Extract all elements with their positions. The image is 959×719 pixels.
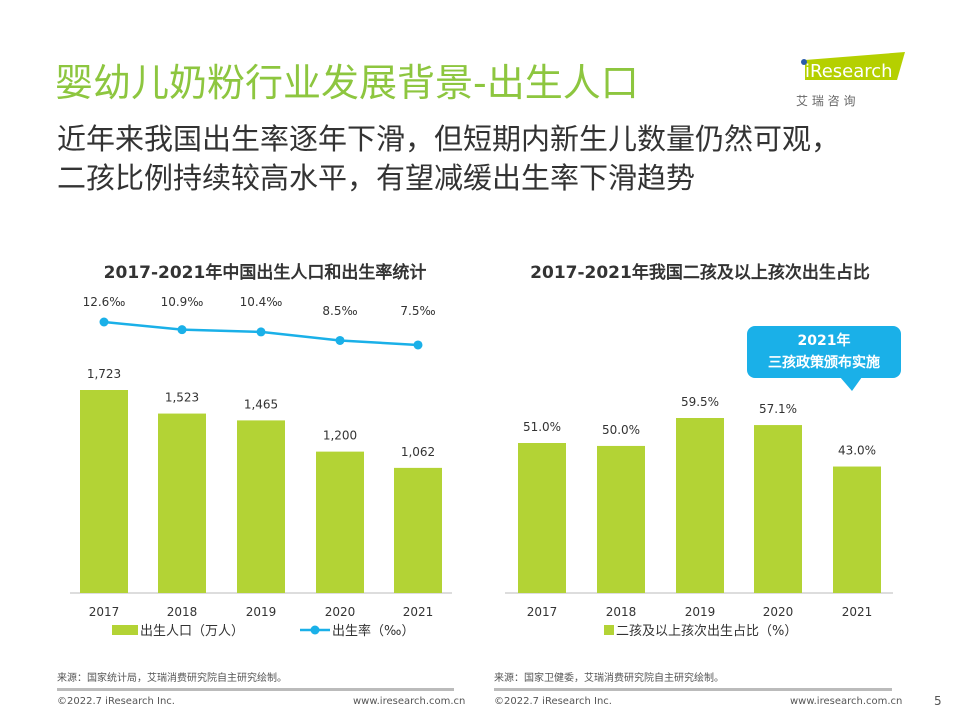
line-data-label: 10.9‰	[161, 295, 204, 309]
url-left[interactable]: www.iresearch.com.cn	[353, 696, 466, 707]
page-number: 5	[934, 694, 942, 708]
source-right: 来源：国家卫健委，艾瑞消费研究院自主研究绘制。	[494, 673, 724, 684]
callout-line-1: 2021年	[797, 333, 851, 349]
bar-data-label: 1,723	[87, 367, 121, 381]
legend-label-births: 出生人口（万人）	[140, 624, 244, 639]
subtitle-line-1: 近年来我国出生率逐年下滑，但短期内新生儿数量仍然可观，	[57, 122, 841, 156]
legend-label-rate: 出生率（‰）	[332, 623, 414, 639]
x-tick-label: 2020	[763, 605, 794, 619]
bar	[597, 445, 645, 593]
bar-data-label: 1,062	[401, 445, 435, 459]
bar-data-label: 50.0%	[602, 423, 640, 437]
bar-data-label: 43.0%	[838, 444, 876, 458]
line-data-label: 12.6‰	[83, 295, 126, 309]
bar	[754, 425, 802, 593]
callout-line-2: 三孩政策颁布实施	[768, 355, 880, 371]
logo-brand: iResearch	[805, 61, 893, 82]
legend-swatch-rate-dot	[310, 625, 320, 635]
legend-label-share: 二孩及以上孩次出生占比（%）	[616, 623, 797, 639]
bar	[394, 467, 442, 593]
logo-cn: 艾 瑞 咨 询	[796, 94, 856, 108]
subtitle-line-2: 二孩比例持续较高水平，有望减缓出生率下滑趋势	[57, 161, 696, 195]
legend-swatch-share	[604, 625, 614, 635]
bar-data-label: 59.5%	[681, 395, 719, 409]
callout-pointer	[840, 377, 862, 391]
bar	[80, 390, 128, 593]
bar-data-label: 1,200	[323, 429, 357, 443]
line-data-label: 8.5‰	[322, 304, 357, 318]
x-tick-label: 2017	[89, 605, 120, 619]
legend-swatch-births	[112, 625, 138, 635]
x-tick-label: 2021	[842, 605, 873, 619]
x-tick-label: 2019	[685, 605, 716, 619]
iresearch-logo: iResearch	[793, 50, 909, 92]
line-data-label: 7.5‰	[400, 304, 435, 318]
x-tick-label: 2017	[527, 605, 558, 619]
policy-callout: 2021年 三孩政策颁布实施	[747, 326, 901, 378]
page-title: 婴幼儿奶粉行业发展背景-出生人口	[55, 61, 639, 105]
divider-right	[494, 688, 892, 691]
copyright-left: ©2022.7 iResearch Inc.	[57, 696, 175, 707]
divider-left	[57, 688, 454, 691]
birth-rate-point	[99, 317, 109, 327]
line-data-label: 10.4‰	[240, 295, 283, 309]
birth-rate-point	[335, 335, 345, 345]
bar	[158, 413, 206, 593]
birth-rate-point	[413, 340, 423, 350]
x-tick-label: 2021	[403, 605, 434, 619]
bar-data-label: 51.0%	[523, 420, 561, 434]
chart1-title: 2017-2021年中国出生人口和出生率统计	[103, 263, 427, 283]
source-left: 来源：国家统计局，艾瑞消费研究院自主研究绘制。	[57, 673, 287, 684]
bar	[676, 418, 724, 593]
url-right[interactable]: www.iresearch.com.cn	[790, 696, 903, 707]
bar	[237, 420, 285, 593]
birth-rate-point	[177, 325, 187, 335]
bar	[833, 466, 881, 593]
bar	[316, 451, 364, 593]
bar-data-label: 57.1%	[759, 402, 797, 416]
x-tick-label: 2019	[246, 605, 277, 619]
bar-data-label: 1,523	[165, 391, 199, 405]
birth-rate-point	[256, 327, 266, 337]
chart2-title: 2017-2021年我国二孩及以上孩次出生占比	[530, 263, 870, 283]
bar	[518, 443, 566, 593]
bar-data-label: 1,465	[244, 397, 278, 411]
x-tick-label: 2018	[606, 605, 637, 619]
x-tick-label: 2020	[325, 605, 356, 619]
copyright-right: ©2022.7 iResearch Inc.	[494, 696, 612, 707]
x-tick-label: 2018	[167, 605, 198, 619]
